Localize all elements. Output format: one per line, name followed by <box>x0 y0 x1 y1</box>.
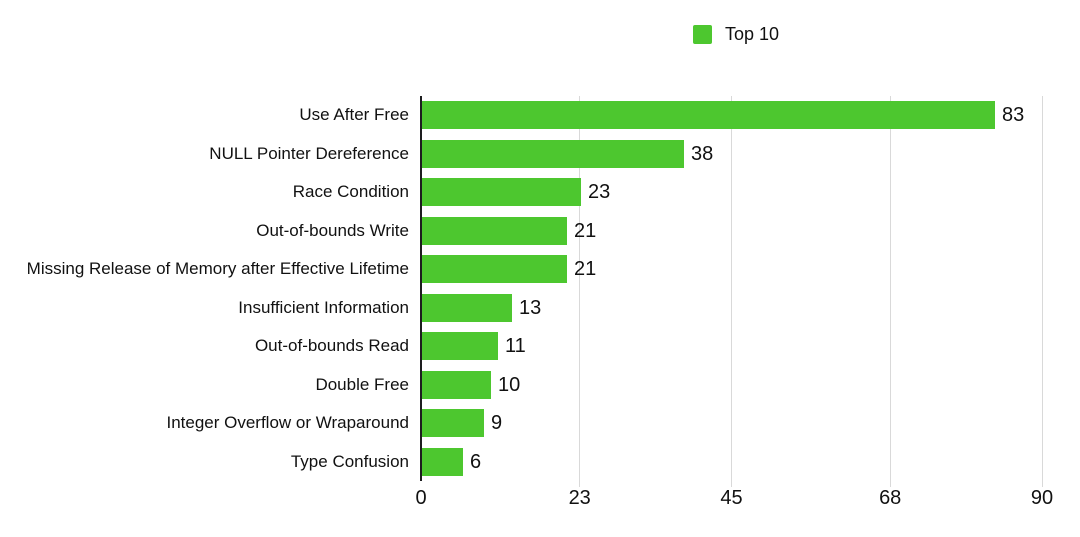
value-label: 11 <box>505 335 526 357</box>
bar-3 <box>422 178 581 206</box>
x-gridline <box>1041 96 1043 487</box>
legend: Top 10 <box>693 24 780 44</box>
value-label: 83 <box>1002 104 1025 126</box>
bar-6 <box>422 294 512 322</box>
x-axis-tick-label: 45 <box>720 487 743 509</box>
category-label: NULL Pointer Dereference <box>209 144 409 163</box>
value-label: 10 <box>498 374 521 396</box>
x-axis-tick-label: 90 <box>1030 487 1054 509</box>
category-label: Integer Overflow or Wraparound <box>166 413 409 432</box>
value-label: 38 <box>691 143 714 165</box>
value-label: 9 <box>491 412 503 434</box>
legend-swatch-icon <box>693 25 712 44</box>
category-label: Race Condition <box>292 182 409 201</box>
bar-5 <box>422 255 567 283</box>
x-axis-tick-label: 23 <box>568 487 591 509</box>
category-label: Out-of-bounds Write <box>256 221 409 240</box>
value-label: 21 <box>574 258 597 280</box>
bar-8 <box>422 371 491 399</box>
bar-9 <box>422 409 484 437</box>
x-axis-tick-label: 0 <box>415 487 427 509</box>
value-label: 6 <box>470 451 482 473</box>
category-label: Out-of-bounds Read <box>254 336 409 355</box>
x-gridline <box>731 96 732 487</box>
bar-1 <box>422 101 995 129</box>
value-label: 13 <box>519 297 542 319</box>
bar-10 <box>422 448 463 476</box>
category-label: Missing Release of Memory after Effectiv… <box>26 259 409 278</box>
category-label: Double Free <box>315 375 409 394</box>
category-label: Type Confusion <box>290 452 409 471</box>
category-label: Use After Free <box>299 105 409 124</box>
x-gridline <box>579 96 581 487</box>
value-label: 21 <box>574 220 597 242</box>
bar-4 <box>422 217 567 245</box>
legend-label: Top 10 <box>725 24 780 44</box>
value-label: 23 <box>588 181 611 203</box>
x-gridline <box>889 96 891 487</box>
bar-2 <box>422 140 684 168</box>
category-label: Insufficient Information <box>238 298 409 317</box>
bar-7 <box>422 332 498 360</box>
y-axis-line <box>420 96 422 481</box>
x-axis-tick-label: 68 <box>879 487 902 509</box>
